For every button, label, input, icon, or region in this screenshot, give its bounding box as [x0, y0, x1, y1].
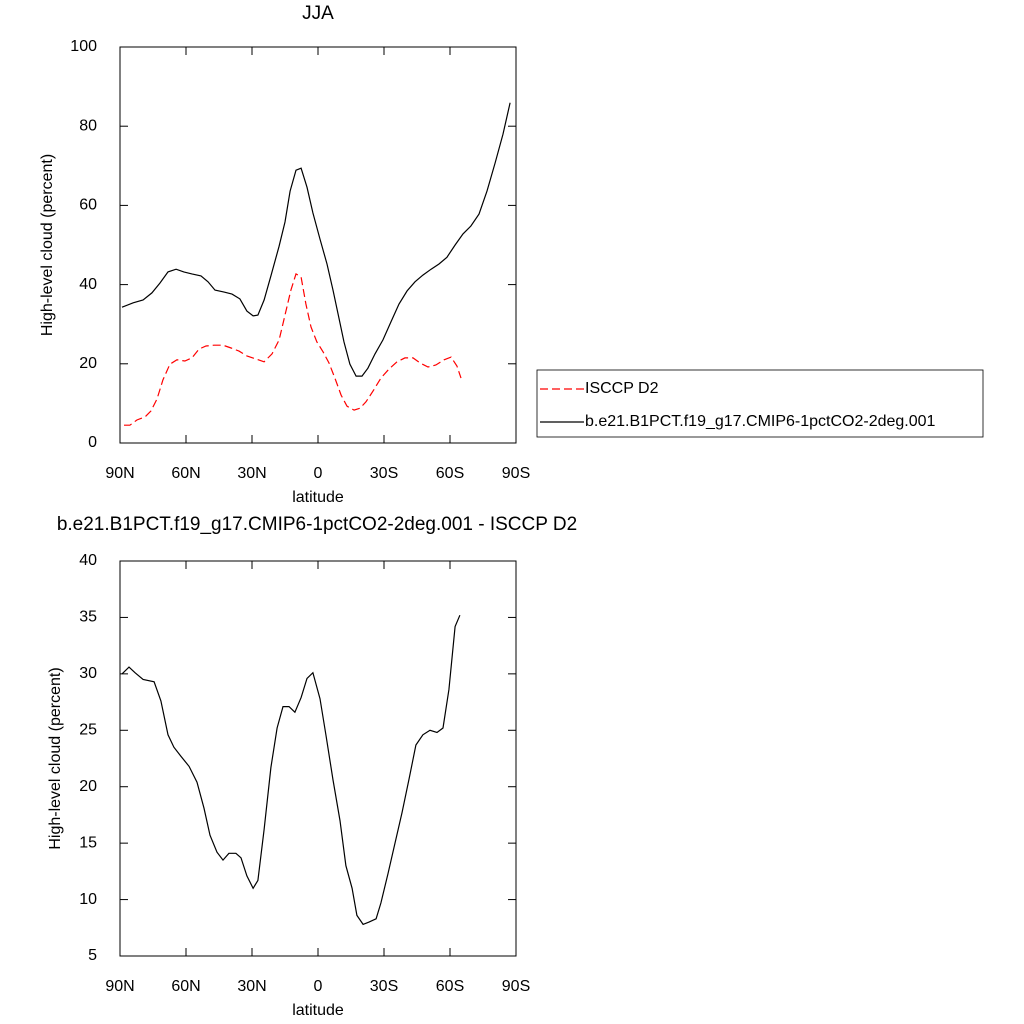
data-line: [121, 614, 461, 926]
y-tick-label: 20: [79, 355, 97, 372]
y-axis-title: High-level cloud (percent): [39, 154, 56, 336]
legend-label: ISCCP D2: [585, 380, 659, 397]
y-tick-label: 20: [79, 778, 97, 795]
y-tick-label: 35: [79, 609, 97, 626]
x-tick-label: 30S: [370, 978, 398, 995]
x-tick-label: 90S: [502, 465, 530, 482]
x-tick-label: 30S: [370, 465, 398, 482]
legend-label: b.e21.B1PCT.f19_g17.CMIP6-1pctCO2-2deg.0…: [585, 413, 936, 430]
chart-title: JJA: [302, 3, 334, 24]
x-tick-label: 60S: [436, 978, 464, 995]
chart-title: b.e21.B1PCT.f19_g17.CMIP6-1pctCO2-2deg.0…: [57, 514, 577, 535]
panel: b.e21.B1PCT.f19_g17.CMIP6-1pctCO2-2deg.0…: [47, 514, 577, 1019]
y-tick-label: 60: [79, 197, 97, 214]
x-tick-label: 90N: [105, 465, 134, 482]
plot-frame: [119, 560, 517, 957]
x-tick-label: 90S: [502, 978, 530, 995]
x-axis-title: latitude: [292, 1002, 344, 1019]
y-tick-label: 40: [79, 276, 97, 293]
x-tick-label: 60N: [171, 978, 200, 995]
y-axis-title: High-level cloud (percent): [47, 667, 64, 849]
x-tick-label: 30N: [237, 978, 266, 995]
panel: JJA latitude High-level cloud (percent) 90N…: [39, 3, 984, 506]
y-tick-label: 0: [88, 434, 97, 451]
x-axis-title: latitude: [292, 489, 344, 506]
y-tick-label: 15: [79, 834, 97, 851]
x-tick-label: 0: [314, 465, 323, 482]
y-tick-label: 100: [70, 38, 97, 55]
y-tick-label: 5: [88, 947, 97, 964]
y-tick-label: 10: [79, 891, 97, 908]
x-tick-label: 90N: [105, 978, 134, 995]
plot-frame: [119, 46, 517, 444]
x-tick-label: 60N: [171, 465, 200, 482]
legend-frame: [536, 369, 984, 438]
x-tick-label: 60S: [436, 465, 464, 482]
y-tick-label: 25: [79, 722, 97, 739]
y-tick-label: 80: [79, 117, 97, 134]
data-line: [121, 102, 511, 377]
data-line: [124, 272, 462, 426]
y-tick-label: 30: [79, 665, 97, 682]
x-tick-label: 30N: [237, 465, 266, 482]
x-tick-label: 0: [314, 978, 323, 995]
y-tick-label: 40: [79, 552, 97, 569]
